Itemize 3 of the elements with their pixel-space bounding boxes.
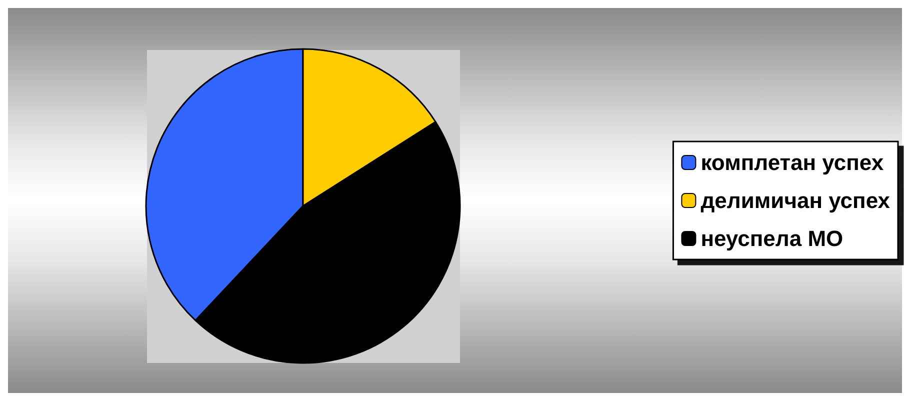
- legend-label: неуспела МО: [700, 226, 844, 251]
- legend-label: комплетан успех: [700, 150, 884, 175]
- legend-label: делимичан успех: [700, 188, 891, 213]
